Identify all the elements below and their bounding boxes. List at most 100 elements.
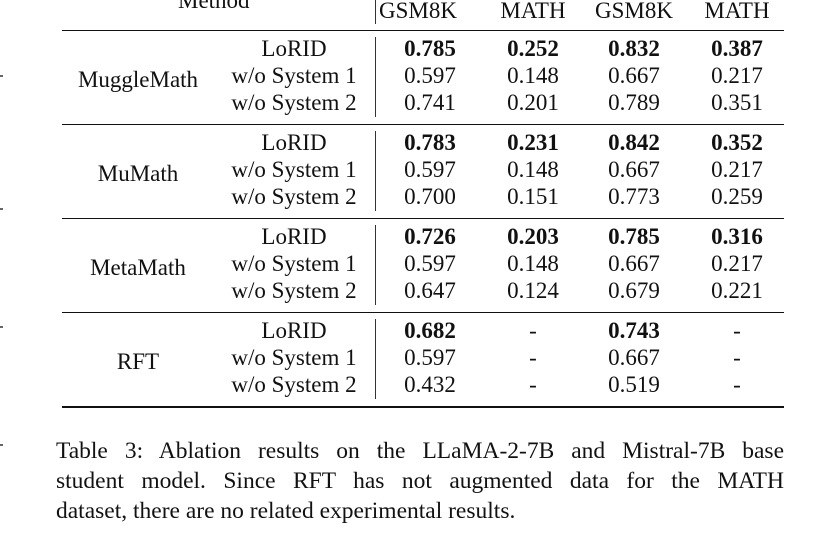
group-name: RFT <box>116 349 160 374</box>
table-cell: 0.700 <box>404 184 456 209</box>
group-rule-3 <box>62 312 784 313</box>
row-variant: w/o System 1 <box>231 157 357 182</box>
table-group-metamath: MetaMath LoRID 0.726 0.203 0.785 0.316 w… <box>0 222 840 316</box>
method-column-header: Method <box>178 0 250 13</box>
table-group-mugglemath: MuggleMath LoRID 0.785 0.252 0.832 0.387… <box>0 34 840 128</box>
column-header-gsm8k-2: GSM8K <box>595 0 673 23</box>
table-cell: 0.597 <box>404 157 456 182</box>
table-row: w/o System 2 0.741 0.201 0.789 0.351 <box>0 89 840 116</box>
table-cell: 0.124 <box>507 278 559 303</box>
table-cell: 0.352 <box>711 130 763 155</box>
table-cell: 0.647 <box>404 278 456 303</box>
group-name: MuggleMath <box>77 67 199 92</box>
row-variant: w/o System 2 <box>231 372 357 397</box>
table-row: w/o System 1 0.597 - 0.667 - <box>0 344 840 371</box>
table-caption: Table 3: Ablation results on the LLaMA-2… <box>56 436 784 526</box>
caption-line: Table 3: Ablation results on the LLaMA-2… <box>56 438 784 464</box>
table-cell: 0.842 <box>608 130 660 155</box>
column-header-math-2: MATH <box>704 0 770 23</box>
table-row: LoRID 0.785 0.252 0.832 0.387 <box>0 35 840 62</box>
column-header-math-1: MATH <box>500 0 566 23</box>
table-cell: - <box>529 318 537 343</box>
row-variant: w/o System 1 <box>231 251 357 276</box>
group-column-separator <box>375 225 376 305</box>
group-rule-1 <box>62 124 784 125</box>
table-group-rft: RFT LoRID 0.682 - 0.743 - w/o System 1 0… <box>0 316 840 410</box>
table-row: LoRID 0.682 - 0.743 - <box>0 317 840 344</box>
table-row: w/o System 1 0.597 0.148 0.667 0.217 <box>0 156 840 183</box>
table-cell: 0.231 <box>507 130 559 155</box>
table-cell: 0.785 <box>608 224 660 249</box>
margin-mark <box>0 326 3 328</box>
table-cell: 0.597 <box>404 345 456 370</box>
table-cell: 0.151 <box>507 184 559 209</box>
table-cell: 0.387 <box>711 36 763 61</box>
table-cell: 0.679 <box>608 278 660 303</box>
group-name: MetaMath <box>90 255 186 280</box>
row-variant: LoRID <box>261 130 327 155</box>
table-cell: 0.682 <box>404 318 456 343</box>
table-row: LoRID 0.726 0.203 0.785 0.316 <box>0 223 840 250</box>
table-cell: 0.743 <box>608 318 660 343</box>
row-variant: w/o System 1 <box>231 345 357 370</box>
table-cell: 0.667 <box>608 345 660 370</box>
group-name: MuMath <box>97 161 179 186</box>
table-cell: - <box>733 372 741 397</box>
table-cell: 0.148 <box>507 157 559 182</box>
table-cell: 0.726 <box>404 224 456 249</box>
table-cell: 0.597 <box>404 63 456 88</box>
table-cell: 0.667 <box>608 157 660 182</box>
table-cell: 0.832 <box>608 36 660 61</box>
table-cell: 0.217 <box>711 63 763 88</box>
row-variant: LoRID <box>261 36 327 61</box>
table-cell: 0.432 <box>404 372 456 397</box>
table-cell: 0.148 <box>507 63 559 88</box>
caption-line: dataset, there are no related experiment… <box>56 498 516 524</box>
group-column-separator <box>375 319 376 399</box>
table-cell: 0.789 <box>608 90 660 115</box>
table-cell: - <box>733 318 741 343</box>
table-cell: 0.203 <box>507 224 559 249</box>
margin-mark <box>0 208 3 210</box>
table-cell: - <box>529 345 537 370</box>
row-variant: w/o System 1 <box>231 63 357 88</box>
table-row: w/o System 1 0.597 0.148 0.667 0.217 <box>0 62 840 89</box>
table-cell: 0.667 <box>608 251 660 276</box>
table-header-row: Method GSM8K MATH GSM8K MATH <box>0 0 840 23</box>
bottom-rule <box>62 406 784 408</box>
table-cell: 0.201 <box>507 90 559 115</box>
table-cell: 0.351 <box>711 90 763 115</box>
table-cell: 0.252 <box>507 36 559 61</box>
column-header-gsm8k-1: GSM8K <box>379 0 457 23</box>
table-cell: 0.785 <box>404 36 456 61</box>
table-cell: 0.217 <box>711 157 763 182</box>
table-cell: - <box>733 345 741 370</box>
table-row: LoRID 0.783 0.231 0.842 0.352 <box>0 129 840 156</box>
row-variant: w/o System 2 <box>231 278 357 303</box>
group-column-separator <box>375 37 376 117</box>
table-row: w/o System 2 0.432 - 0.519 - <box>0 371 840 398</box>
row-variant: LoRID <box>261 318 327 343</box>
table-cell: 0.316 <box>711 224 763 249</box>
table-cell: 0.259 <box>711 184 763 209</box>
header-column-separator <box>375 0 376 24</box>
caption-line: student model. Since RFT has not augment… <box>56 468 784 494</box>
table-cell: 0.783 <box>404 130 456 155</box>
margin-mark <box>0 75 3 77</box>
header-rule <box>62 30 784 31</box>
table-cell: 0.741 <box>404 90 456 115</box>
group-column-separator <box>375 131 376 211</box>
margin-mark <box>0 444 3 446</box>
table-cell: 0.667 <box>608 63 660 88</box>
table-row: w/o System 1 0.597 0.148 0.667 0.217 <box>0 250 840 277</box>
table-cell: 0.597 <box>404 251 456 276</box>
row-variant: w/o System 2 <box>231 184 357 209</box>
row-variant: LoRID <box>261 224 327 249</box>
table-group-mumath: MuMath LoRID 0.783 0.231 0.842 0.352 w/o… <box>0 128 840 222</box>
table-row: w/o System 2 0.647 0.124 0.679 0.221 <box>0 277 840 304</box>
table-cell: 0.217 <box>711 251 763 276</box>
table-cell: 0.148 <box>507 251 559 276</box>
table-cell: 0.221 <box>711 278 763 303</box>
table-row: w/o System 2 0.700 0.151 0.773 0.259 <box>0 183 840 210</box>
